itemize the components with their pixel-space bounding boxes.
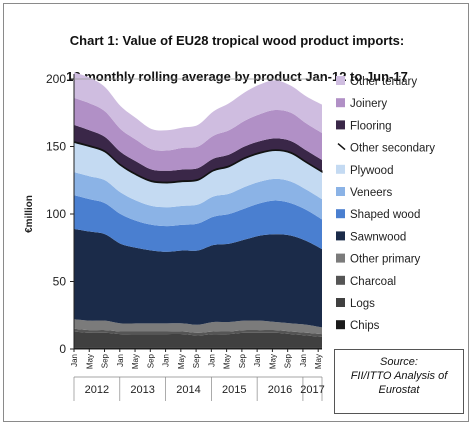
chart-title-line-2: 12 monthly rolling average by product Ja…: [66, 69, 408, 84]
year-label: 2015: [222, 384, 246, 396]
legend-swatch-logs: [336, 298, 345, 307]
x-tick-label: Jan: [70, 354, 79, 367]
chart-title-line-1: Chart 1: Value of EU28 tropical wood pro…: [69, 33, 405, 48]
legend-label-joinery: Joinery: [350, 98, 387, 110]
x-tick-label: Jan: [162, 354, 171, 367]
y-tick-label: 100: [46, 207, 66, 221]
y-axis-label: €million: [24, 195, 35, 233]
legend-label-chips: Chips: [350, 320, 380, 332]
legend-label-logs: Logs: [350, 298, 375, 310]
legend-swatch-sawnwood: [336, 231, 345, 241]
legend-swatch-flooring: [336, 120, 345, 130]
legend-label-shaped-wood: Shaped wood: [350, 209, 420, 221]
y-tick-label: 150: [46, 140, 66, 154]
x-tick-label: May: [268, 354, 277, 369]
year-label: 2013: [130, 384, 154, 396]
legend-swatch-other-secondary: [337, 143, 346, 151]
x-tick-label: Jan: [207, 354, 216, 367]
x-tick-label: Sep: [192, 353, 201, 368]
x-tick-label: Jan: [299, 354, 308, 367]
area-other-primary: [74, 319, 322, 335]
legend-swatch-other-tertiary: [336, 76, 345, 85]
area-veneers: [74, 172, 322, 227]
legend-swatch-other-primary: [336, 253, 345, 263]
legend-swatch-charcoal: [336, 275, 345, 285]
legend-label-other-tertiary: Other tertiary: [350, 76, 417, 88]
legend-label-other-secondary: Other secondary: [350, 143, 435, 155]
y-tick-label: 200: [46, 72, 66, 86]
legend-label-plywood: Plywood: [350, 165, 393, 177]
source-note: Source: FII/ITTO Analysis of Eurostat: [334, 349, 464, 414]
y-tick-label: 50: [53, 275, 67, 289]
legend-swatch-chips: [336, 320, 345, 330]
x-tick-label: May: [85, 354, 94, 369]
source-label: Source:: [380, 356, 418, 368]
area-joinery: [74, 97, 322, 171]
x-tick-label: Sep: [284, 353, 293, 368]
area-layers: [73, 72, 323, 349]
source-line-2: FII/ITTO Analysis of: [350, 370, 448, 382]
x-tick-label: Sep: [101, 353, 110, 368]
x-tick-label: Sep: [238, 353, 247, 368]
legend: Other tertiary Joinery Flooring Other secon…: [336, 76, 435, 332]
year-label: 2016: [268, 384, 292, 396]
year-label: 2012: [85, 384, 109, 396]
legend-swatch-veneers: [336, 187, 345, 196]
chart-frame: Chart 1: Value of EU28 tropical wood pro…: [3, 3, 469, 422]
area-flooring: [74, 124, 322, 182]
legend-label-veneers: Veneers: [350, 187, 392, 199]
x-tick-label: May: [131, 354, 140, 369]
legend-label-charcoal: Charcoal: [350, 276, 396, 288]
year-label: 2017: [300, 384, 324, 396]
chart-title: Chart 1: Value of EU28 tropical wood pro…: [4, 14, 470, 104]
year-label: 2014: [176, 384, 200, 396]
legend-swatch-plywood: [336, 164, 345, 174]
area-other-tertiary: [74, 72, 322, 151]
y-axis: 0 50 100 150 200 €million: [24, 72, 322, 356]
x-tick-label: Sep: [146, 353, 155, 368]
x-tick-label: May: [314, 354, 323, 369]
area-sawnwood: [74, 228, 322, 328]
x-tick-label: Jan: [116, 354, 125, 367]
legend-label-flooring: Flooring: [350, 120, 392, 132]
source-line-3: Eurostat: [378, 384, 420, 396]
x-tick-label: May: [177, 354, 186, 369]
area-logs: [74, 331, 322, 348]
x-axis: Jan May Sep Jan May Sep Jan May Sep Jan May Sep Jan M…: [70, 348, 325, 401]
legend-label-other-primary: Other primary: [350, 254, 421, 266]
x-tick-label: Jan: [253, 354, 262, 367]
legend-swatch-joinery: [336, 98, 345, 108]
x-tick-label: May: [223, 354, 232, 369]
area-plywood: [74, 142, 322, 208]
legend-swatch-shaped-wood: [336, 209, 345, 219]
y-tick-label: 0: [59, 342, 66, 356]
legend-label-sawnwood: Sawnwood: [350, 231, 406, 243]
